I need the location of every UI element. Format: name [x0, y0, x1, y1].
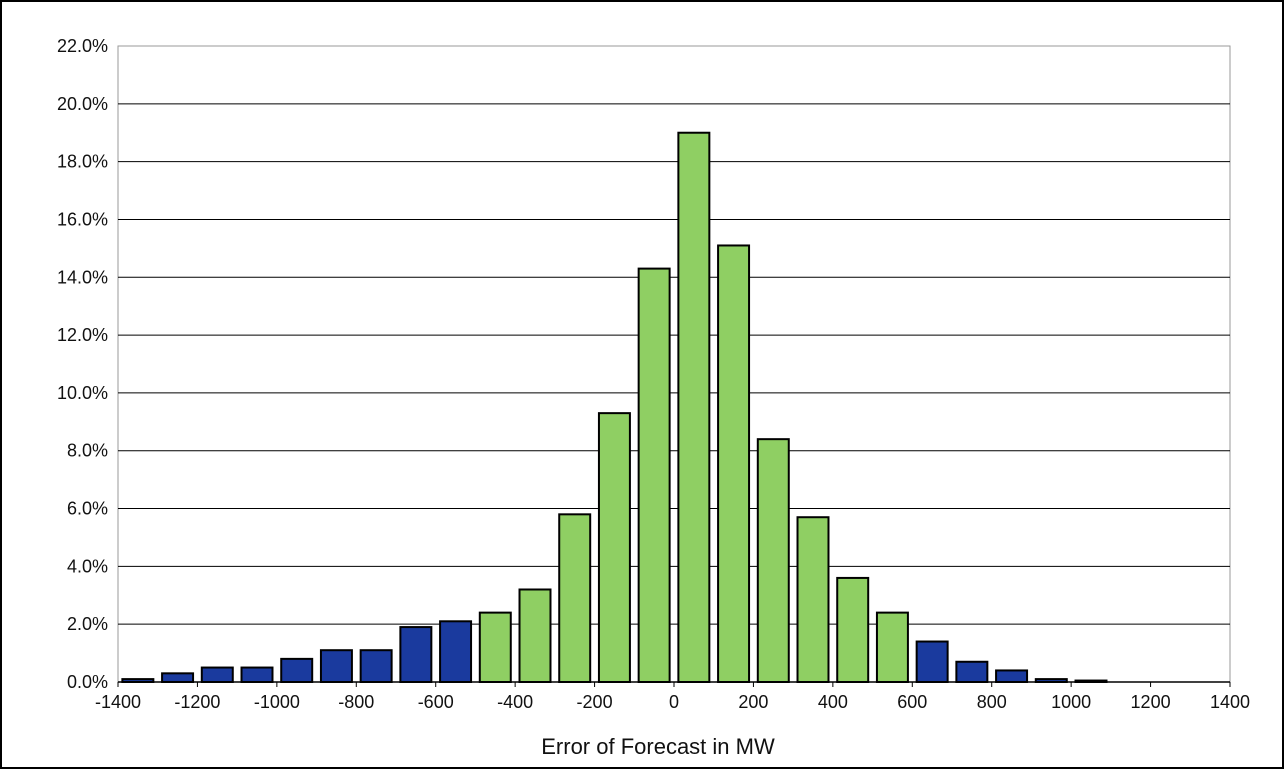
gridlines	[118, 103, 1230, 625]
histogram-bar	[875, 611, 909, 683]
x-axis-title: Error of Forecast in MW	[541, 734, 775, 759]
histogram-bar	[756, 438, 790, 683]
histogram-bar	[558, 513, 592, 683]
x-tick-label: 800	[977, 692, 1007, 712]
bars	[121, 131, 1108, 684]
y-tick-label: 4.0%	[67, 556, 108, 576]
x-tick-label: -1000	[254, 692, 300, 712]
y-tick-label: 18.0%	[57, 152, 108, 172]
x-tick-label: -1400	[95, 692, 141, 712]
y-tick-label: 14.0%	[57, 267, 108, 287]
histogram-bar	[836, 576, 870, 683]
x-tick-label: -200	[577, 692, 613, 712]
x-tick-labels: -1400 -1200 -1000 -800 -600 -400 -200 0 200 400 60…	[95, 682, 1250, 712]
x-tick-label: 200	[738, 692, 768, 712]
y-tick-label: 22.0%	[57, 36, 108, 56]
y-tick-label: 16.0%	[57, 209, 108, 229]
x-tick-label: 400	[818, 692, 848, 712]
x-tick-label: 1000	[1051, 692, 1091, 712]
histogram-bar	[796, 516, 830, 684]
histogram-bar	[717, 244, 751, 684]
histogram-bar	[280, 657, 314, 684]
y-tick-label: 12.0%	[57, 325, 108, 345]
y-tick-label: 8.0%	[67, 441, 108, 461]
x-tick-label: 0	[669, 692, 679, 712]
y-tick-label: 20.0%	[57, 94, 108, 114]
x-tick-label: -600	[418, 692, 454, 712]
histogram-bar	[359, 649, 393, 684]
y-tick-labels: 0.0% 2.0% 4.0% 6.0% 8.0% 10.0% 12.0% 14.0% 16.0%…	[57, 36, 108, 692]
x-tick-label: -1200	[174, 692, 220, 712]
y-tick-label: 10.0%	[57, 383, 108, 403]
histogram-bar	[955, 660, 989, 683]
y-tick-label: 6.0%	[67, 499, 108, 519]
plot-area	[117, 45, 1231, 683]
x-tick-label: 1200	[1131, 692, 1171, 712]
histogram-bar	[439, 620, 473, 683]
histogram-bar	[319, 649, 353, 684]
histogram-bar	[518, 588, 552, 683]
histogram-bar	[161, 672, 195, 683]
x-tick-label: -800	[338, 692, 374, 712]
histogram-bar	[995, 669, 1029, 683]
histogram-bar	[677, 131, 711, 683]
histogram-bar	[915, 640, 949, 684]
y-tick-label: 0.0%	[67, 672, 108, 692]
histogram-bar	[478, 611, 512, 683]
x-tick-label: -400	[497, 692, 533, 712]
histogram-bar	[240, 666, 274, 684]
y-tick-label: 2.0%	[67, 614, 108, 634]
x-tick-label: 600	[897, 692, 927, 712]
histogram-bar	[637, 267, 671, 683]
histogram-bar	[399, 626, 433, 684]
histogram-bar	[200, 666, 234, 684]
histogram-bar	[597, 412, 631, 683]
x-tick-label: 1400	[1210, 692, 1250, 712]
